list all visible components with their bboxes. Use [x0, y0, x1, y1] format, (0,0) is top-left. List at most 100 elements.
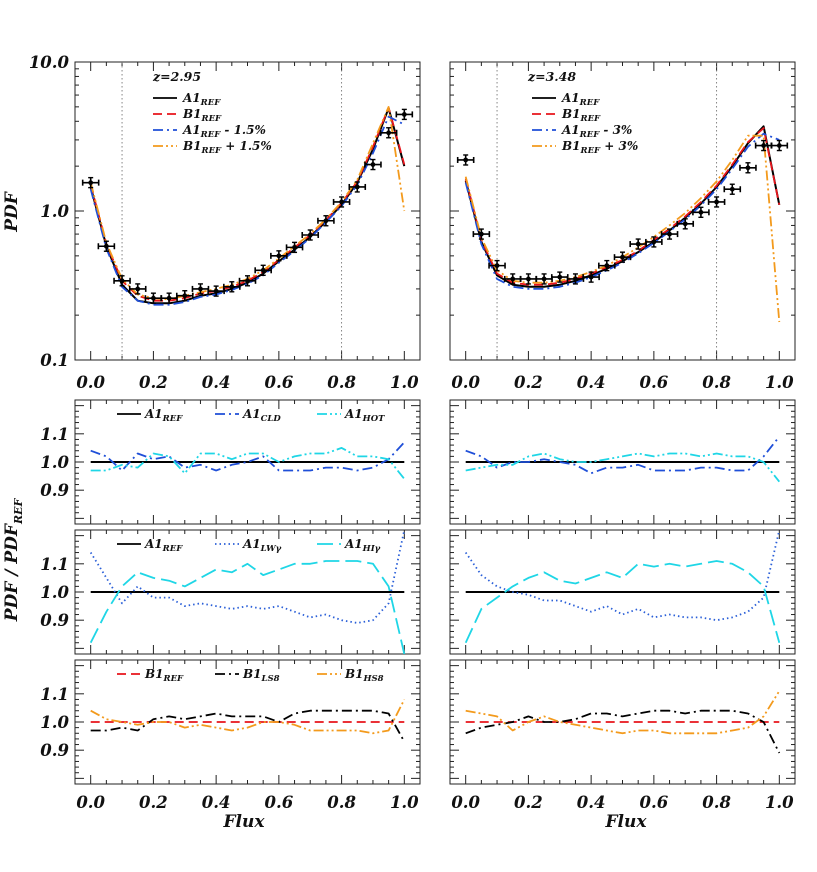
legend-label-base: A1 — [344, 407, 363, 421]
data-point — [676, 218, 695, 230]
legend-label: A1REF — [182, 91, 221, 108]
series-line-1 — [464, 530, 781, 622]
x-tick-label: 1.0 — [765, 793, 794, 812]
legend-label: B1REF — [144, 667, 184, 684]
data-point — [707, 196, 726, 208]
x-tick-label: 0.8 — [327, 793, 356, 812]
legend-label-suffix: - 1.5% — [220, 123, 266, 137]
series-line-2 — [464, 560, 781, 644]
y-tick-label: 1.1 — [40, 555, 69, 574]
series-line-2 — [89, 115, 405, 306]
legend-label-suffix: - 3% — [599, 123, 632, 137]
legend-label-base: A1 — [144, 537, 163, 551]
panel-row2-right — [449, 399, 796, 525]
data-point — [488, 259, 506, 272]
legend-label-sub: LWγ — [260, 544, 282, 554]
x-tick-label: 0.4 — [202, 373, 231, 392]
x-tick-label: 0.8 — [702, 373, 731, 392]
legend-label: A1HOT — [344, 407, 385, 424]
panel-row3-right — [449, 529, 796, 655]
y-tick-label: 10.0 — [29, 53, 70, 72]
legend-label-base: B1 — [242, 667, 262, 681]
series-line-2 — [90, 699, 406, 735]
series-line-2 — [464, 132, 780, 290]
x-tick-label: 0.6 — [640, 373, 669, 392]
legend-label-base: A1 — [144, 407, 163, 421]
legend-label-base: B1 — [182, 107, 202, 121]
data-point — [456, 154, 475, 166]
legend-label-sub: REF — [579, 98, 601, 108]
y-tick-label: 0.9 — [40, 481, 69, 500]
data-point — [379, 127, 398, 139]
legend-label-sub: REF — [201, 146, 223, 156]
series-group — [90, 441, 406, 480]
legend-label: A1LWγ — [242, 537, 282, 554]
data-point — [723, 183, 742, 195]
x-tick-label: 1.0 — [390, 373, 419, 392]
y-tick-label: 1.0 — [40, 202, 69, 221]
x-tick-label: 0.8 — [702, 793, 731, 812]
x-tick-label: 1.0 — [765, 373, 794, 392]
legend-label: A1REF — [144, 537, 183, 554]
series-line-0 — [89, 107, 406, 305]
data-point — [770, 139, 789, 152]
legend-label: B1REF — [561, 107, 601, 124]
series-line-2 — [90, 446, 406, 480]
data-point — [598, 259, 616, 272]
series-group — [89, 530, 406, 654]
legend-label-base: A1 — [182, 123, 201, 137]
legend-label: A1REF — [144, 407, 183, 424]
legend-label-sub: REF — [580, 114, 602, 124]
legend-label-base: B1 — [144, 667, 164, 681]
series-line-2 — [465, 690, 781, 735]
plot-frame — [74, 61, 421, 361]
y-tick-label: 0.9 — [40, 741, 69, 760]
data-point — [332, 196, 351, 208]
series-line-1 — [90, 709, 406, 743]
legend-label: A1REF - 3% — [561, 123, 632, 140]
legend-label-sub: HS8 — [363, 674, 384, 684]
data-point — [97, 240, 116, 252]
x-tick-label: 0.0 — [76, 373, 105, 392]
data-point — [301, 229, 320, 241]
data-point — [613, 251, 632, 263]
data-point — [81, 176, 100, 189]
plot-frame — [449, 61, 796, 361]
panel-row4-right: 0.0 0.2 0.4 0.6 0.8 1.0 — [449, 659, 796, 812]
data-point — [395, 108, 414, 121]
data-point — [660, 228, 679, 240]
data-point — [207, 285, 225, 297]
legend-label-base: A1 — [561, 123, 580, 137]
x-tick-label: 0.2 — [139, 793, 168, 812]
x-tick-label: 0.2 — [514, 793, 543, 812]
legend-label-base: B1 — [561, 107, 581, 121]
data-point — [739, 162, 757, 174]
legend-label-sub: HOT — [362, 414, 385, 424]
y-tick-label: 1.0 — [40, 713, 69, 732]
series-line-2 — [465, 452, 781, 483]
data-point — [348, 181, 367, 193]
x-tick-label: 1.0 — [390, 793, 419, 812]
y-tick-label: 1.1 — [40, 425, 69, 444]
x-tick-label: 0.4 — [577, 373, 606, 392]
series-group — [81, 106, 414, 306]
data-point — [519, 273, 538, 285]
data-point — [223, 281, 241, 293]
legend-label: B1REF + 1.5% — [182, 139, 272, 156]
data-point — [645, 236, 663, 248]
legend-label-base: A1 — [242, 407, 261, 421]
x-tick-label: 0.4 — [577, 793, 606, 812]
x-tick-label: 0.0 — [451, 793, 480, 812]
x-tick-label: 0.6 — [265, 793, 294, 812]
legend-label-sub: REF — [200, 130, 222, 140]
ylabel-top: PDF — [2, 190, 22, 233]
legend-label-base: A1 — [344, 537, 363, 551]
legend-label-sub: REF — [580, 146, 602, 156]
y-tick-label: 0.1 — [40, 351, 69, 370]
legend-label: B1HS8 — [344, 667, 384, 684]
series-line-1 — [465, 709, 781, 754]
legend-label-sub: REF — [163, 674, 185, 684]
